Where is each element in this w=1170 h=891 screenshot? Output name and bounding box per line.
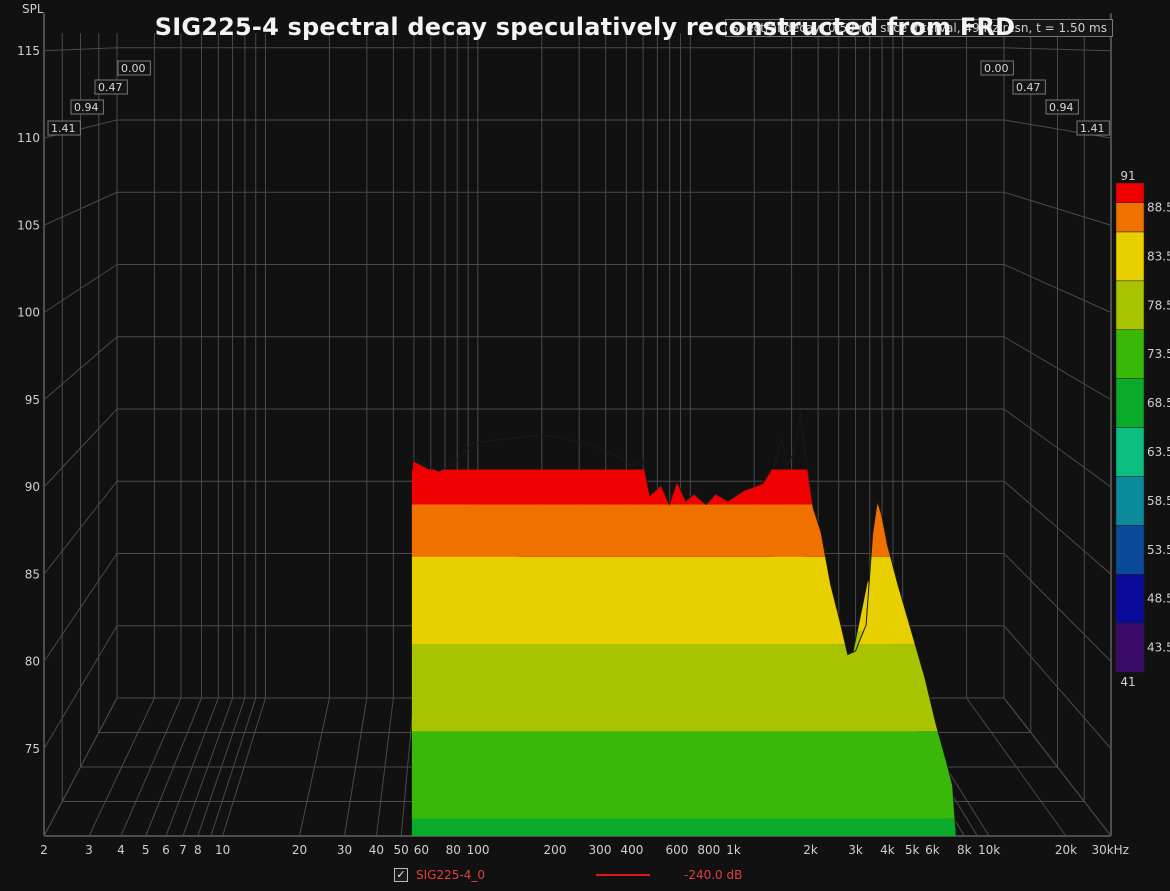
x-tick-label-29: 30kHz [1091, 843, 1129, 857]
slice-label-L-3: 1.41 [51, 122, 76, 135]
x-tick-label-9: 30 [337, 843, 352, 857]
color-scale-label-9: 48.5 [1147, 592, 1170, 606]
x-tick-label-27: 10k [978, 843, 1000, 857]
color-scale-band-4 [1115, 427, 1145, 477]
x-tick-label-2: 4 [117, 843, 125, 857]
chart-title: SIG225-4 spectral decay speculatively re… [154, 13, 1016, 41]
slice-label-L-1: 0.47 [98, 81, 123, 94]
chart-subtitle: Spectral decay, 0.50 ms slice interval, … [724, 19, 1113, 37]
color-scale-band-0 [1115, 622, 1145, 673]
color-scale-label-2: 83.5 [1147, 249, 1170, 263]
y-axis-label: SPL [22, 2, 44, 16]
color-scale-label-3: 78.5 [1147, 298, 1170, 312]
slice-label-L-0: 0.00 [121, 62, 146, 75]
color-scale-band-10 [1115, 182, 1145, 203]
waterfall-surface [411, 411, 957, 836]
y-tick-label-4: 95 [25, 393, 40, 407]
time-slice-labels: 0.00 0.00 0.47 0.47 0.94 0.94 1.41 1.41 [47, 60, 1110, 136]
x-axis-ticks: 2 3 4 5 6 7 8 10 20 30 40 50 60 80 100 200 300 400 600 800 1… [40, 843, 1129, 857]
color-scale-label-8: 53.5 [1147, 543, 1170, 557]
x-tick-label-24: 5k [905, 843, 920, 857]
x-tick-label-8: 20 [292, 843, 307, 857]
x-tick-label-6: 8 [194, 843, 202, 857]
y-tick-label-0: 75 [25, 742, 40, 756]
x-tick-label-7: 10 [215, 843, 230, 857]
slice-label-box-L-1 [94, 79, 128, 95]
slice-label-R-3: 1.41 [1080, 122, 1105, 135]
color-scale-band-1 [1115, 573, 1145, 624]
y-tick-label-5: 100 [17, 306, 40, 320]
x-tick-label-26: 8k [957, 843, 972, 857]
x-tick-label-21: 2k [803, 843, 818, 857]
x-tick-label-18: 600 [665, 843, 688, 857]
y-tick-label-8: 115 [17, 44, 40, 58]
slice-label-box-L-0 [117, 60, 151, 76]
color-scale-bar: 91 88.5 83.5 78.5 73.5 68.5 63.5 58.5 53.5 48.5 43… [1115, 169, 1170, 689]
x-tick-label-4: 6 [162, 843, 170, 857]
color-scale-label-6: 63.5 [1147, 445, 1170, 459]
x-tick-label-15: 200 [544, 843, 567, 857]
x-tick-label-25: 6k [925, 843, 940, 857]
slice-label-box-L-3 [47, 120, 81, 136]
x-tick-label-14: 100 [467, 843, 490, 857]
x-tick-label-10: 40 [369, 843, 384, 857]
x-tick-label-13: 80 [446, 843, 461, 857]
slice-label-R-0: 0.00 [984, 62, 1009, 75]
y-tick-label-2: 85 [25, 567, 40, 581]
slice-label-box-L-2 [70, 99, 104, 115]
color-scale-label-7: 58.5 [1147, 494, 1170, 508]
x-tick-label-19: 800 [697, 843, 720, 857]
x-tick-label-5: 7 [179, 843, 187, 857]
x-tick-label-11: 50 [394, 843, 409, 857]
x-tick-label-16: 300 [589, 843, 612, 857]
color-scale-band-8 [1115, 231, 1145, 282]
y-tick-label-1: 80 [25, 655, 40, 669]
legend: ✓ SIG225-4_0 -240.0 dB [394, 866, 742, 884]
slice-label-box-R-2 [1045, 99, 1079, 115]
x-tick-label-22: 3k [848, 843, 863, 857]
color-scale-label-0: 91 [1120, 169, 1135, 183]
x-tick-label-28: 20k [1055, 843, 1077, 857]
slice-label-box-R-0 [980, 60, 1014, 76]
slice-label-L-2: 0.94 [74, 101, 99, 114]
color-scale-label-11: 41 [1120, 675, 1135, 689]
y-tick-label-3: 90 [25, 480, 40, 494]
y-tick-label-6: 105 [17, 218, 40, 232]
series-checkbox[interactable]: ✓ [394, 868, 408, 882]
slice-label-R-2: 0.94 [1049, 101, 1074, 114]
slice-label-box-R-1 [1012, 79, 1046, 95]
x-tick-label-17: 400 [620, 843, 643, 857]
legend-series-name[interactable]: SIG225-4_0 [416, 868, 485, 882]
x-tick-label-20: 1k [726, 843, 741, 857]
color-scale-label-1: 88.5 [1147, 201, 1170, 215]
color-scale-label-10: 43.5 [1147, 641, 1170, 655]
y-axis-ticks: 75 80 85 90 95 100 105 110 115 [17, 44, 40, 756]
color-scale-band-5 [1115, 378, 1145, 428]
x-tick-label-3: 5 [142, 843, 150, 857]
color-scale-band-6 [1115, 329, 1145, 379]
legend-value: -240.0 dB [684, 868, 743, 882]
color-scale-label-5: 68.5 [1147, 396, 1170, 410]
color-scale-label-4: 73.5 [1147, 347, 1170, 361]
x-tick-label-23: 4k [880, 843, 895, 857]
color-scale-band-7 [1115, 280, 1145, 330]
color-scale-band-2 [1115, 525, 1145, 575]
x-tick-label-0: 2 [40, 843, 48, 857]
slice-label-R-1: 0.47 [1016, 81, 1041, 94]
x-tick-label-12: 60 [414, 843, 429, 857]
color-scale-band-3 [1115, 476, 1145, 526]
color-scale-band-9 [1115, 202, 1145, 233]
legend-series-line [596, 874, 650, 876]
slice-label-box-R-3 [1076, 120, 1110, 136]
y-tick-label-7: 110 [17, 131, 40, 145]
x-tick-label-1: 3 [85, 843, 93, 857]
